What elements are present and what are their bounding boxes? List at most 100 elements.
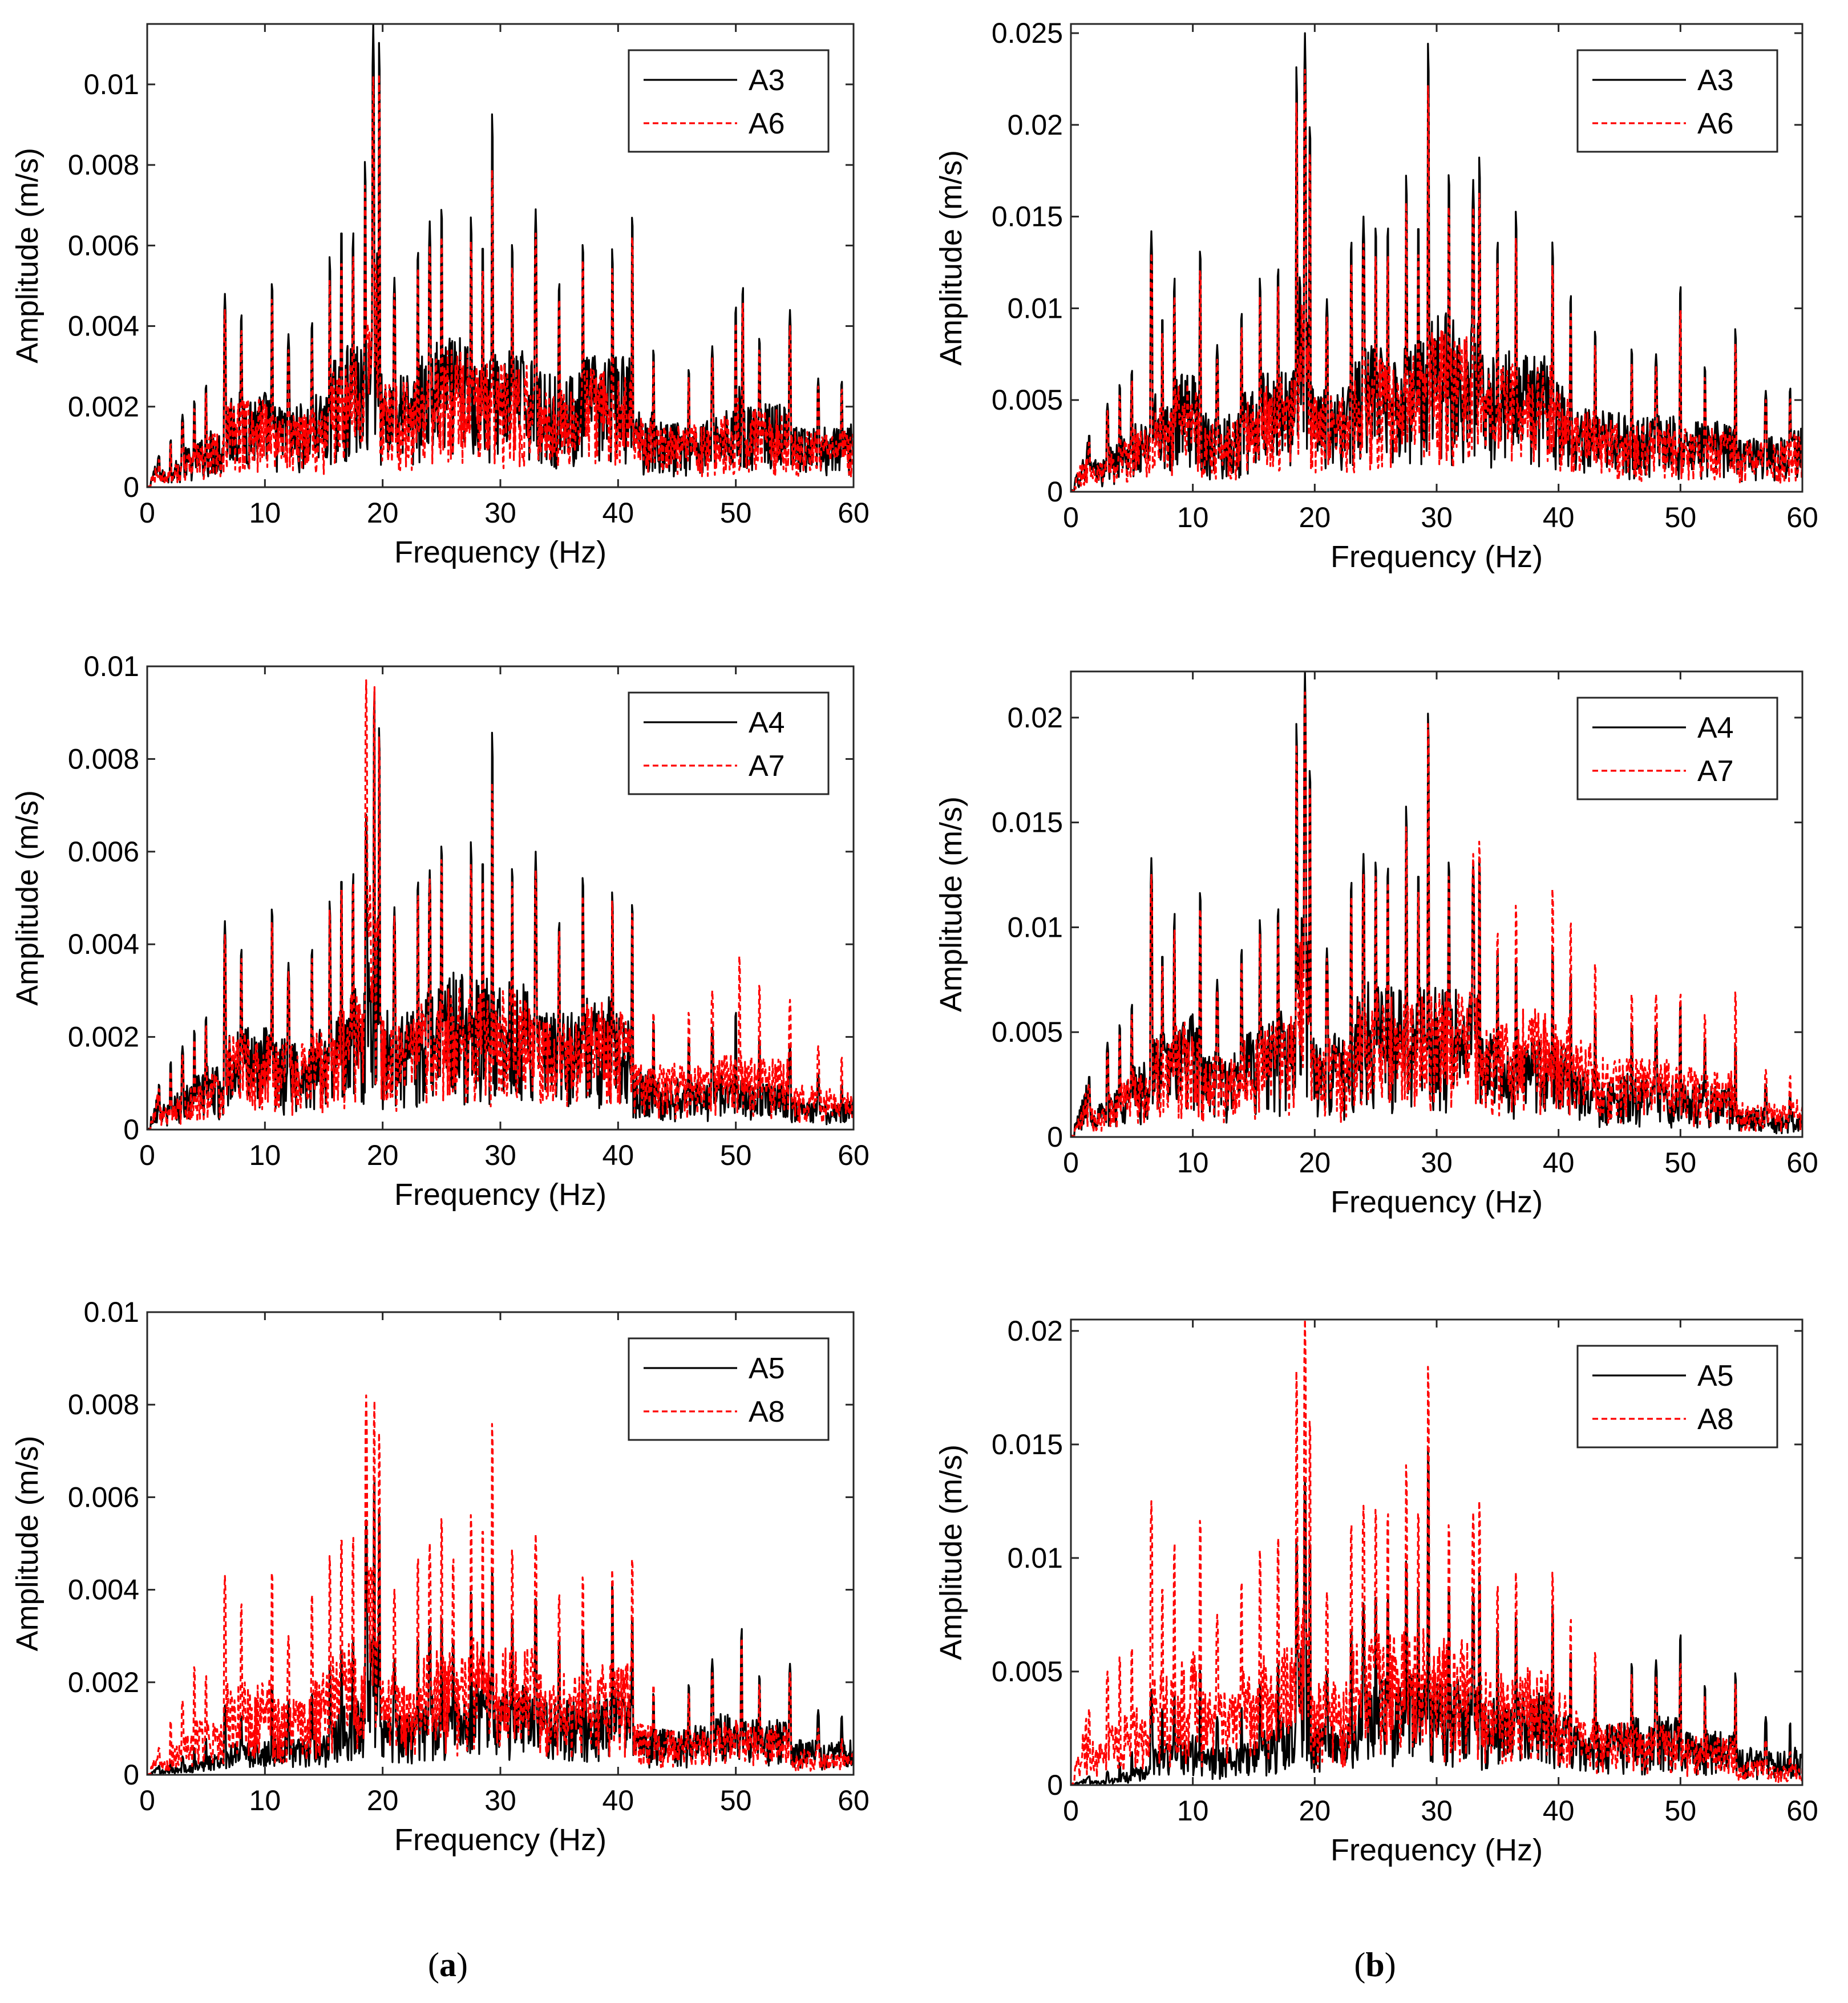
x-tick-label: 50 xyxy=(1665,1795,1697,1827)
x-tick-label: 10 xyxy=(1177,1147,1209,1179)
x-tick-label: 50 xyxy=(1665,1147,1697,1179)
legend-label-a3: A3 xyxy=(749,64,785,97)
x-tick-label: 30 xyxy=(484,1139,516,1171)
y-tick-label: 0.025 xyxy=(992,17,1063,49)
series-line-a7 xyxy=(1071,691,1802,1137)
x-tick-label: 20 xyxy=(1299,501,1331,533)
y-tick-label: 0.006 xyxy=(68,1481,139,1513)
y-tick-label: 0.008 xyxy=(68,743,139,775)
x-axis-label: Frequency (Hz) xyxy=(394,1823,606,1857)
y-tick-label: 0.01 xyxy=(84,68,139,100)
x-tick-label: 20 xyxy=(1299,1795,1331,1827)
x-tick-label: 10 xyxy=(249,1785,281,1816)
y-tick-label: 0.004 xyxy=(68,928,139,960)
chart-panel-6: 0 10 20 30 40 50 60 0 0.005 0.01 0.015 0.02 Frequenc… xyxy=(934,1315,1818,1867)
chart-panel-1: 0 10 20 30 40 50 60 0 0.002 0.004 0.006 0.008 0.01 Fr… xyxy=(10,23,870,569)
y-tick-label: 0.01 xyxy=(1008,1542,1063,1574)
y-tick-label: 0.004 xyxy=(68,1574,139,1606)
y-tick-label: 0.005 xyxy=(992,1016,1063,1048)
x-tick-label: 40 xyxy=(602,1785,634,1816)
x-tick-label: 50 xyxy=(720,1785,752,1816)
y-tick-label: 0.002 xyxy=(68,1021,139,1053)
x-tick-label: 30 xyxy=(484,1785,516,1816)
y-axis-label: Amplitude (m/s) xyxy=(10,148,45,363)
y-tick-label: 0.015 xyxy=(992,201,1063,233)
legend-box xyxy=(1576,697,1778,800)
y-tick-label: 0.02 xyxy=(1008,109,1063,141)
series-line-a8 xyxy=(1071,1320,1802,1785)
y-tick-label: 0.01 xyxy=(84,650,139,682)
legend-label-a3: A3 xyxy=(1697,64,1734,97)
y-tick-label: 0.015 xyxy=(992,1429,1063,1460)
legend-label-a6: A6 xyxy=(749,107,785,140)
y-tick-label: 0.006 xyxy=(68,836,139,868)
y-tick-label: 0 xyxy=(1047,1121,1063,1153)
y-tick-label: 0.02 xyxy=(1008,1315,1063,1347)
legend-label-a7: A7 xyxy=(749,750,785,783)
series-line-a6 xyxy=(147,74,854,487)
x-tick-label: 20 xyxy=(1299,1147,1331,1179)
x-tick-label: 10 xyxy=(1177,501,1209,533)
y-tick-label: 0.01 xyxy=(1008,292,1063,324)
x-tick-label: 60 xyxy=(1786,501,1818,533)
y-axis-label: Amplitude (m/s) xyxy=(934,150,968,366)
x-tick-label: 20 xyxy=(367,1785,399,1816)
x-tick-label: 20 xyxy=(367,1139,399,1171)
x-axis-label: Frequency (Hz) xyxy=(1331,540,1543,574)
x-tick-label: 30 xyxy=(1421,501,1453,533)
x-tick-label: 50 xyxy=(1665,501,1697,533)
x-tick-label: 40 xyxy=(602,497,634,529)
x-tick-label: 60 xyxy=(1786,1147,1818,1179)
x-tick-label: 60 xyxy=(1786,1795,1818,1827)
legend-label-a8: A8 xyxy=(749,1395,785,1429)
x-tick-label: 40 xyxy=(1543,501,1575,533)
x-tick-label: 30 xyxy=(484,497,516,529)
x-tick-label: 0 xyxy=(1063,1147,1079,1179)
x-tick-label: 10 xyxy=(249,1139,281,1171)
chart-panel-2: 0 10 20 30 40 50 60 0 0.005 0.01 0.015 0.02 0.025 Fre… xyxy=(934,17,1818,574)
legend-label-a8: A8 xyxy=(1697,1403,1734,1436)
y-tick-label: 0.004 xyxy=(68,310,139,342)
y-tick-label: 0.006 xyxy=(68,229,139,261)
legend-label-a5: A5 xyxy=(749,1352,785,1385)
chart-panel-4: 0 10 20 30 40 50 60 0 0.005 0.01 0.015 0.02 Frequenc… xyxy=(934,670,1818,1219)
y-tick-label: 0.002 xyxy=(68,391,139,423)
series-line-a3 xyxy=(1071,32,1802,492)
x-tick-label: 60 xyxy=(838,497,870,529)
x-axis-label: Frequency (Hz) xyxy=(394,535,606,569)
x-tick-label: 60 xyxy=(838,1785,870,1816)
y-axis-label: Amplitude (m/s) xyxy=(10,790,45,1006)
legend-box xyxy=(628,49,830,153)
x-axis-label: Frequency (Hz) xyxy=(394,1177,606,1212)
y-axis-label: Amplitude (m/s) xyxy=(934,796,968,1012)
y-tick-label: 0.008 xyxy=(68,1389,139,1421)
x-tick-label: 0 xyxy=(139,1785,155,1816)
legend-label-a4: A4 xyxy=(1697,711,1734,744)
x-tick-label: 50 xyxy=(720,497,752,529)
x-tick-label: 0 xyxy=(139,497,155,529)
y-axis-label: Amplitude (m/s) xyxy=(10,1435,45,1651)
y-tick-label: 0 xyxy=(123,471,139,503)
y-tick-label: 0.015 xyxy=(992,807,1063,839)
y-tick-label: 0 xyxy=(1047,476,1063,508)
legend-label-a5: A5 xyxy=(1697,1359,1734,1393)
legend-box xyxy=(1576,49,1778,153)
chart-panel-5: 0 10 20 30 40 50 60 0 0.002 0.004 0.006 0.008 0.01 Fr… xyxy=(10,1296,870,1857)
x-tick-label: 10 xyxy=(1177,1795,1209,1827)
y-tick-label: 0 xyxy=(123,1759,139,1791)
chart-panel-3: 0 10 20 30 40 50 60 0 0.002 0.004 0.006 0.008 0.01 Fr… xyxy=(10,650,870,1212)
x-tick-label: 40 xyxy=(1543,1147,1575,1179)
y-tick-label: 0.01 xyxy=(1008,911,1063,943)
legend-box xyxy=(628,1337,830,1441)
y-axis-label: Amplitude (m/s) xyxy=(934,1444,968,1660)
y-tick-label: 0.01 xyxy=(84,1296,139,1328)
legend-label-a6: A6 xyxy=(1697,107,1734,140)
y-tick-label: 0.005 xyxy=(992,384,1063,416)
x-axis-label: Frequency (Hz) xyxy=(1331,1833,1543,1867)
